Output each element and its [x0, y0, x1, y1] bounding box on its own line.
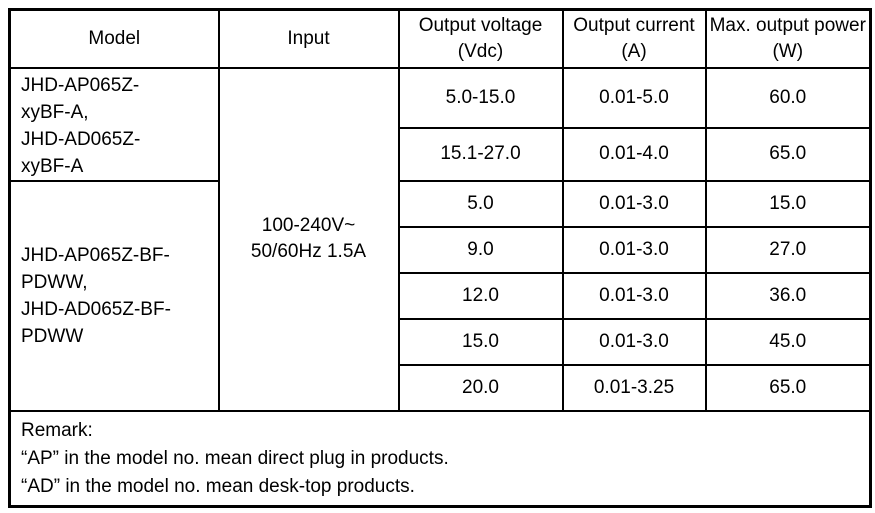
table-row: 15.1-27.0 0.01-4.0 65.0	[10, 127, 872, 182]
current-cell-row7: 0.01-3.25	[561, 363, 707, 412]
remark-cell: Remark: “AP” in the model no. mean direc…	[8, 409, 872, 507]
col-header-max-output-power: Max. output power (W)	[704, 8, 872, 69]
power-cell-row2: 65.0	[704, 127, 872, 182]
header-row: Model Input Output voltage (Vdc) Output …	[8, 8, 872, 69]
current-cell-row2: 0.01-4.0	[561, 127, 707, 182]
table-row: JHD-AP065Z-BF- PDWW, JHD-AD065Z-BF- PDWW…	[8, 179, 872, 412]
voltage-cell-row5: 12.0	[397, 271, 564, 320]
power-cell-row3: 15.0	[704, 179, 872, 228]
power-cell-row7: 65.0	[704, 363, 872, 412]
col-header-input: Input	[217, 8, 400, 69]
col-header-model: Model	[8, 8, 220, 69]
table-row: 20.0 0.01-3.25 65.0	[10, 363, 872, 412]
col-header-output-voltage: Output voltage (Vdc)	[397, 8, 564, 69]
voltage-cell-row1: 5.0-15.0	[397, 66, 564, 130]
power-cell-row6: 45.0	[704, 317, 872, 366]
power-cell-row1: 60.0	[704, 66, 872, 130]
voltage-cell-row7: 20.0	[397, 363, 564, 412]
table-row: 12.0 0.01-3.0 36.0	[10, 271, 872, 320]
current-cell-row4: 0.01-3.0	[561, 225, 707, 274]
remark-title: Remark:	[21, 419, 93, 441]
voltage-cell-row4: 9.0	[397, 225, 564, 274]
voltage-cell-row3: 5.0	[397, 179, 564, 228]
current-cell-row6: 0.01-3.0	[561, 317, 707, 366]
model-group-1-cell: JHD-AP065Z- xyBF-A, JHD-AD065Z- xyBF-A	[8, 66, 220, 182]
col-header-output-current: Output current (A)	[561, 8, 707, 69]
remark-row: Remark: “AP” in the model no. mean direc…	[8, 409, 872, 507]
current-cell-row3: 0.01-3.0	[561, 179, 707, 228]
power-cell-row5: 36.0	[704, 271, 872, 320]
voltage-cell-row2: 15.1-27.0	[397, 127, 564, 182]
voltage-cell-row6: 15.0	[397, 317, 564, 366]
table-row: 15.0 0.01-3.0 45.0	[10, 317, 872, 366]
current-cell-row1: 0.01-5.0	[561, 66, 707, 130]
spec-table: Model Input Output voltage (Vdc) Output …	[8, 8, 872, 508]
input-value-cell: 100-240V~ 50/60Hz 1.5A	[217, 66, 400, 412]
current-cell-row5: 0.01-3.0	[561, 271, 707, 320]
table-row: JHD-AP065Z- xyBF-A, JHD-AD065Z- xyBF-A 1…	[8, 66, 872, 412]
table-row: 9.0 0.01-3.0 27.0	[10, 225, 872, 274]
remark-line-ap: “AP” in the model no. mean direct plug i…	[21, 447, 449, 469]
model-group-2-cell: JHD-AP065Z-BF- PDWW, JHD-AD065Z-BF- PDWW	[8, 179, 220, 412]
power-cell-row4: 27.0	[704, 225, 872, 274]
remark-line-ad: “AD” in the model no. mean desk-top prod…	[21, 475, 415, 497]
